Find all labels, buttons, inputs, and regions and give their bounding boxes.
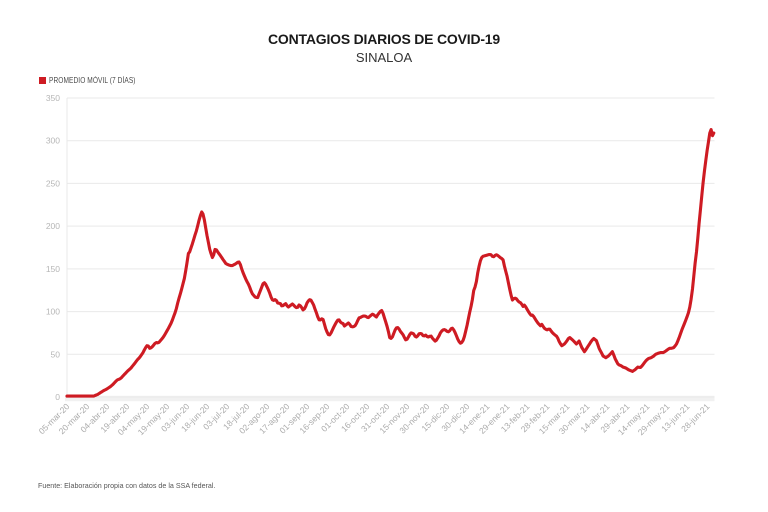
y-tick-label-350: 350 (46, 93, 60, 103)
legend: PROMEDIO MÓVIL (7 DÍAS) (39, 75, 155, 85)
y-tick-label-250: 250 (46, 178, 60, 188)
x-axis-band (65, 395, 715, 402)
series-line-promedio-movil (65, 128, 716, 398)
source-note: Fuente: Elaboración propia con datos de … (38, 481, 216, 490)
y-tick-label-0: 0 (55, 392, 60, 402)
legend-label: PROMEDIO MÓVIL (7 DÍAS) (49, 75, 136, 85)
chart-subtitle: SINALOA (355, 50, 413, 65)
y-tick-label-200: 200 (46, 221, 60, 231)
legend-swatch-red-square (39, 76, 46, 84)
chart-title: CONTAGIOS DIARIOS DE COVID-19 (268, 31, 500, 47)
y-tick-label-50: 50 (51, 349, 61, 359)
y-tick-label-150: 150 (46, 264, 60, 274)
y-tick-label-300: 300 (46, 136, 60, 146)
y-tick-label-100: 100 (46, 307, 60, 317)
